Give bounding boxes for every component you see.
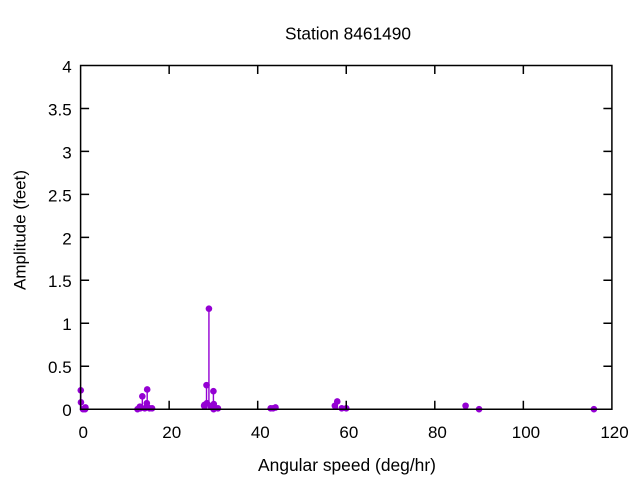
- svg-text:60: 60: [339, 423, 358, 442]
- svg-text:3.5: 3.5: [48, 100, 72, 119]
- svg-text:20: 20: [162, 423, 181, 442]
- svg-text:4: 4: [62, 57, 71, 76]
- svg-text:Station 8461490: Station 8461490: [285, 24, 411, 44]
- svg-text:1: 1: [62, 315, 71, 334]
- svg-text:0.5: 0.5: [48, 358, 72, 377]
- svg-text:0: 0: [78, 423, 87, 442]
- svg-text:1.5: 1.5: [48, 272, 72, 291]
- svg-text:40: 40: [251, 423, 270, 442]
- svg-text:0: 0: [62, 401, 71, 420]
- svg-text:100: 100: [512, 423, 540, 442]
- svg-text:3: 3: [62, 143, 71, 162]
- svg-text:120: 120: [600, 423, 628, 442]
- svg-text:2: 2: [62, 229, 71, 248]
- svg-text:2.5: 2.5: [48, 186, 72, 205]
- svg-text:80: 80: [428, 423, 447, 442]
- svg-text:Amplitude (feet): Amplitude (feet): [11, 170, 30, 290]
- svg-text:Angular speed (deg/hr): Angular speed (deg/hr): [258, 455, 436, 475]
